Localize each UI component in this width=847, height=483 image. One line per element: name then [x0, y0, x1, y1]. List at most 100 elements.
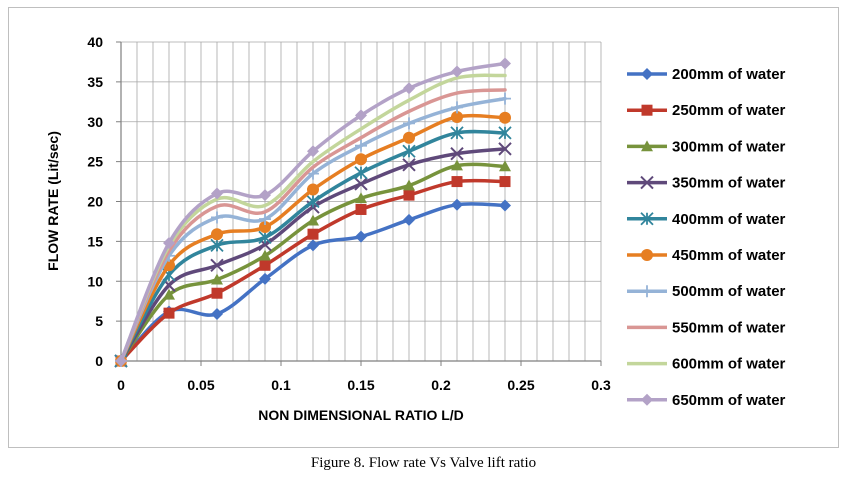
- data-point: [354, 177, 368, 191]
- y-tick-label: 35: [87, 74, 103, 90]
- data-point: [307, 239, 319, 252]
- series-5: [114, 126, 512, 368]
- data-point: [450, 146, 464, 161]
- data-point: [307, 145, 319, 158]
- data-point: [258, 230, 272, 245]
- data-point: [499, 199, 511, 212]
- data-point: [211, 211, 223, 224]
- data-point: [451, 198, 463, 211]
- y-tick-label: 40: [87, 34, 103, 50]
- y-tick-label: 20: [87, 194, 103, 210]
- data-point: [307, 214, 319, 226]
- y-tick-label: 30: [87, 114, 103, 130]
- data-point: [259, 259, 271, 271]
- data-point: [499, 111, 511, 124]
- data-point: [307, 167, 319, 180]
- legend-label: 450mm of water: [672, 247, 786, 264]
- data-point: [210, 238, 224, 252]
- data-point: [499, 176, 511, 188]
- series-group: [114, 57, 512, 368]
- data-point: [259, 213, 271, 226]
- data-point: [641, 393, 653, 406]
- legend-label: 500mm of water: [672, 283, 786, 300]
- x-tick-label: 0.25: [507, 377, 534, 393]
- data-point: [355, 203, 367, 215]
- data-point: [498, 142, 512, 156]
- data-point: [402, 144, 416, 158]
- data-point: [499, 57, 511, 70]
- legend-item: 300mm of water: [627, 138, 786, 155]
- data-point: [403, 82, 415, 95]
- data-point: [211, 187, 223, 200]
- x-tick-label: 0: [117, 377, 125, 393]
- y-tick-label: 25: [87, 154, 103, 170]
- data-point: [498, 126, 512, 140]
- data-point: [451, 110, 463, 123]
- legend-item: 600mm of water: [627, 356, 786, 373]
- data-point: [641, 68, 653, 80]
- legend-item: 400mm of water: [627, 211, 786, 228]
- data-point: [641, 249, 653, 261]
- data-point: [211, 287, 223, 299]
- legend-label: 550mm of water: [672, 319, 786, 336]
- x-axis-title: NON DIMENSIONAL RATIO L/D: [258, 407, 464, 423]
- data-point: [403, 189, 415, 201]
- data-point: [306, 194, 320, 209]
- data-point: [403, 213, 415, 226]
- data-point: [403, 179, 415, 191]
- data-point: [211, 273, 223, 285]
- data-point: [210, 258, 224, 273]
- data-point: [451, 176, 463, 188]
- data-point: [259, 272, 271, 285]
- data-point: [640, 212, 654, 226]
- data-point: [355, 192, 367, 204]
- data-point: [307, 228, 319, 240]
- legend-item: 450mm of water: [627, 247, 786, 264]
- data-point: [641, 285, 653, 298]
- legend-label: 250mm of water: [672, 102, 786, 119]
- figure-caption: Figure 8. Flow rate Vs Valve lift ratio: [310, 455, 537, 471]
- x-tick-label: 0.05: [187, 377, 214, 393]
- data-point: [451, 101, 463, 114]
- data-point: [499, 92, 511, 105]
- legend-item: 350mm of water: [627, 175, 786, 192]
- y-tick-label: 15: [87, 233, 103, 249]
- legend-item: 200mm of water: [627, 66, 786, 83]
- legend-label: 300mm of water: [672, 138, 786, 155]
- data-point: [641, 104, 653, 116]
- x-tick-label: 0.3: [591, 377, 611, 393]
- chart-frame: [8, 7, 839, 448]
- legend-item: 550mm of water: [627, 319, 786, 336]
- tick-labels: 0 5 10 15 20 25 30 35 40 0 0.05 0.1 0.15 0.2 0.25 0.3: [87, 34, 611, 393]
- data-point: [259, 221, 271, 234]
- legend-label: 400mm of water: [672, 211, 786, 228]
- data-point: [402, 158, 416, 172]
- data-point: [640, 175, 654, 190]
- data-point: [354, 166, 368, 180]
- data-point: [259, 189, 271, 202]
- data-point: [403, 117, 415, 130]
- data-point: [211, 228, 223, 241]
- data-point: [163, 288, 175, 300]
- data-point: [355, 230, 367, 243]
- y-tick-label: 5: [95, 313, 103, 329]
- data-point: [499, 160, 511, 172]
- legend-label: 600mm of water: [672, 356, 786, 373]
- series-8: [119, 88, 507, 363]
- data-point: [115, 355, 127, 367]
- legend-label: 650mm of water: [672, 392, 786, 409]
- data-point: [163, 307, 175, 319]
- legend-label: 350mm of water: [672, 175, 786, 192]
- legend-item: 650mm of water: [627, 392, 786, 409]
- y-axis-title: FLOW RATE (Lit/sec): [45, 131, 61, 271]
- x-tick-label: 0.15: [347, 377, 374, 393]
- legend: 200mm of water 250mm of water 300mm of wat…: [627, 66, 786, 409]
- data-point: [259, 249, 271, 261]
- data-point: [355, 109, 367, 122]
- data-point: [355, 153, 367, 166]
- flow-rate-chart: 0 5 10 15 20 25 30 35 40 0 0.05 0.1 0.15 0.2 0.25 0.3 2…: [45, 34, 786, 423]
- x-tick-label: 0.2: [431, 377, 451, 393]
- y-tick-label: 10: [87, 273, 103, 289]
- legend-label: 200mm of water: [672, 66, 786, 83]
- y-tick-label: 0: [95, 353, 103, 369]
